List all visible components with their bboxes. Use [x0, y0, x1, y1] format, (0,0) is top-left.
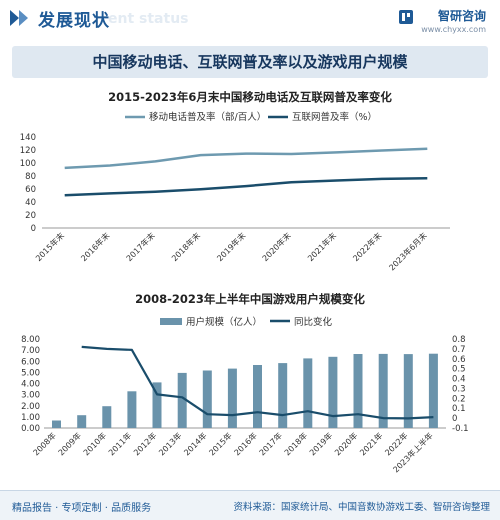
chart1-y-tick: 120: [20, 146, 36, 156]
chart2-bar: [152, 382, 162, 428]
brand-name: 智研咨询: [437, 9, 486, 23]
chart1-x-tick: 2022年末: [351, 230, 384, 263]
chart2-x-tick: 2014年: [182, 430, 209, 457]
chart2-y-tick-right: 0.4: [452, 375, 466, 385]
chart2-y-tick-left: 3.00: [21, 391, 40, 401]
footer-slogan: 精品报告 · 专项定制 · 品质服务: [12, 503, 152, 514]
chart2-y-tick-left: 1.00: [21, 413, 40, 423]
chart2-bar: [253, 365, 262, 428]
chart2-y-tick-right: 0.6: [452, 355, 466, 365]
chart2-x-tick: 2010年: [81, 430, 108, 457]
game-users-combo-chart: 2008-2023年上半年中国游戏用户规模变化 用户规模（亿人） 同比变化 0.…: [21, 292, 469, 474]
brand-logo-icon: [399, 10, 413, 24]
chart1-y-tick: 20: [25, 211, 36, 221]
chart2-bar: [378, 353, 388, 428]
chart1-legend-label-1: 移动电话普及率（部/百人）: [149, 111, 266, 123]
chart1-title: 2015-2023年6月末中国移动电话及互联网普及率变化: [108, 90, 392, 104]
chart2-bar: [353, 354, 363, 428]
chart1-series-line-1: [64, 147, 428, 170]
page-header: 发展现状 ent status 智研咨询 www.chyxx.com: [0, 0, 500, 40]
chart2-bar: [177, 372, 187, 428]
chart2-y-tick-right: 0.1: [452, 404, 466, 414]
chart2-bar: [278, 363, 288, 428]
footer-source: 资料来源：国家统计局、中国音数协游戏工委、智研咨询整理: [233, 502, 490, 513]
chart2-y-tick-left: 7.00: [21, 346, 40, 356]
chart2-x-tick: 2017年: [257, 430, 284, 457]
chart2-y-tick-right: 0.5: [452, 365, 466, 375]
chart2-bar: [202, 370, 212, 428]
chart2-y-tick-right: 0.7: [452, 345, 466, 355]
chevron-icon: [10, 10, 28, 26]
chart1-legend-label-2: 互联网普及率（%）: [292, 111, 377, 123]
chart2-legend-swatch-bar: [160, 318, 182, 325]
chart2-y-tick-left: 5.00: [21, 368, 40, 378]
brand: 智研咨询 www.chyxx.com: [421, 7, 486, 34]
chart2-y-tick-right: -0.1: [452, 424, 469, 434]
section-title-ghost: ent status: [108, 11, 189, 27]
chart2-x-tick: 2016年: [232, 430, 259, 457]
chart1-x-tick: 2016年末: [79, 230, 112, 263]
chart2-x-tick: 2011年: [106, 430, 133, 457]
chart2-y-tick-left: 0.00: [21, 424, 40, 434]
chart2-y-tick-right: 0: [452, 414, 457, 424]
banner-title: 中国移动电话、互联网普及率以及游戏用户规模: [12, 46, 488, 78]
chart2-growth-line: [81, 345, 434, 420]
chart2-y-tick-right: 0.2: [452, 394, 466, 404]
chart2-x-tick: 2012年: [131, 430, 158, 457]
chart1-x-tick: 2019年末: [215, 230, 248, 263]
chart2-bar: [77, 415, 87, 428]
chart2-legend-label-bar: 用户规模（亿人）: [186, 316, 262, 328]
chart1-y-tick: 80: [25, 172, 36, 182]
penetration-line-chart: 2015-2023年6月末中国移动电话及互联网普及率变化 移动电话普及率（部/百…: [20, 90, 450, 272]
chart2-x-tick: 2009年: [56, 430, 83, 457]
chart2-title: 2008-2023年上半年中国游戏用户规模变化: [135, 292, 365, 306]
chart2-bar: [328, 356, 338, 428]
chart1-y-tick: 40: [25, 198, 36, 208]
chart2-x-tick: 2020年: [332, 430, 359, 457]
chart2-bar: [227, 368, 237, 428]
chart1-y-tick: 0: [31, 224, 36, 234]
chart1-y-tick: 60: [25, 185, 36, 195]
chart2-y-tick-right: 0.3: [452, 384, 466, 394]
chart2-y-tick-left: 8.00: [21, 335, 40, 345]
chart2-bar: [52, 420, 61, 428]
chart2-legend-label-line: 同比变化: [294, 316, 333, 328]
chart1-x-tick: 2015年末: [33, 230, 66, 263]
chart2-x-tick: 2019年: [307, 430, 334, 457]
page-footer: 精品报告 · 专项定制 · 品质服务 资料来源：国家统计局、中国音数协游戏工委、…: [0, 490, 500, 520]
chart1-legend: 移动电话普及率（部/百人） 互联网普及率（%）: [125, 111, 377, 123]
chart2-y-tick-left: 4.00: [21, 380, 40, 390]
chart1-x-tick: 2023年6月末: [387, 230, 429, 272]
chart2-y-tick-left: 6.00: [21, 357, 40, 367]
chart1-x-tick: 2018年末: [169, 230, 202, 263]
chart2-x-tick: 2018年: [282, 430, 309, 457]
chart2-legend: 用户规模（亿人） 同比变化: [160, 316, 333, 328]
chart2-bar: [428, 353, 438, 428]
brand-url: www.chyxx.com: [421, 25, 486, 34]
chart2-y-tick-right: 0.8: [452, 335, 466, 345]
chart2-bar: [102, 406, 112, 428]
chart2-bar: [303, 358, 313, 428]
chart2-bar: [403, 354, 413, 428]
chart2-y-tick-left: 2.00: [21, 402, 40, 412]
chart1-y-tick: 100: [20, 159, 36, 169]
chart2-x-tick: 2021年: [357, 430, 384, 457]
chart1-x-tick: 2021年末: [305, 230, 338, 263]
chart2-x-tick: 2015年: [207, 430, 234, 457]
chart2-x-tick: 2008年: [31, 430, 58, 457]
chart1-y-tick: 140: [20, 133, 36, 143]
chart1-x-tick: 2017年末: [124, 230, 157, 263]
chart2-x-tick: 2013年: [156, 430, 183, 457]
chart1-series-line-2: [64, 177, 428, 197]
section-title: 发展现状: [38, 11, 110, 31]
chart2-bar: [127, 391, 137, 428]
chart1-x-tick: 2020年末: [260, 230, 293, 263]
